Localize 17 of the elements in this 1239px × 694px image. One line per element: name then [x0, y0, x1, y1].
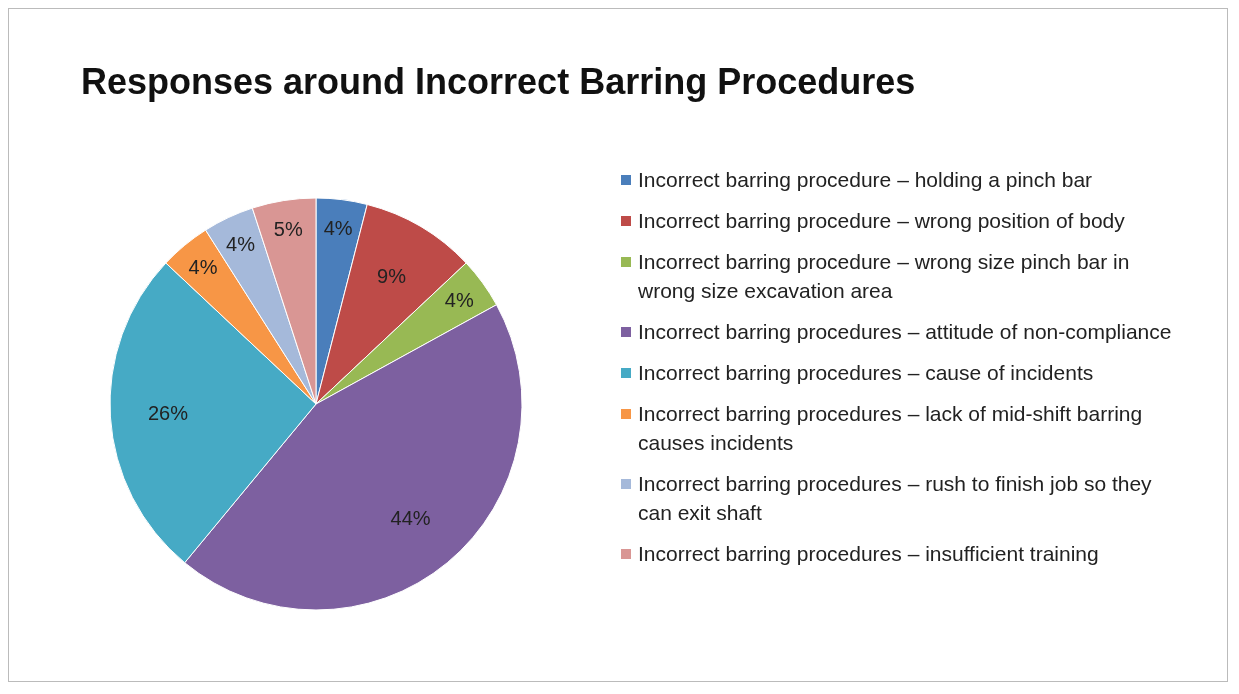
legend-label: Incorrect barring procedure – wrong position of body [638, 208, 1125, 234]
data-label: 44% [390, 507, 431, 530]
legend-label: Incorrect barring procedures – cause of incidents [638, 360, 1094, 386]
data-label: 4% [323, 217, 353, 240]
legend-label: Incorrect barring procedure – wrong size pinch bar in wrong size excavation area [638, 249, 1131, 304]
legend-label: Incorrect barring procedure – holding a pinch bar [638, 167, 1093, 193]
legend-label: Incorrect barring procedures – insufficient training [638, 541, 1099, 567]
data-label: 26% [147, 402, 189, 425]
data-label: 4% [226, 232, 256, 255]
data-label: 5% [273, 218, 303, 241]
legend-label: Incorrect barring procedures – attitude of non-compliance [638, 319, 1172, 345]
legend-label: Incorrect barring procedures – rush to finish job so they can exit shaft [638, 471, 1153, 526]
data-label: 9% [377, 265, 407, 288]
chart-title: Responses around Incorrect Barring Procedures [81, 61, 916, 103]
data-label: 4% [188, 256, 218, 279]
data-label: 4% [444, 288, 474, 311]
legend-label: Incorrect barring procedures – lack of mid-shift barring causes incidents [638, 401, 1144, 456]
